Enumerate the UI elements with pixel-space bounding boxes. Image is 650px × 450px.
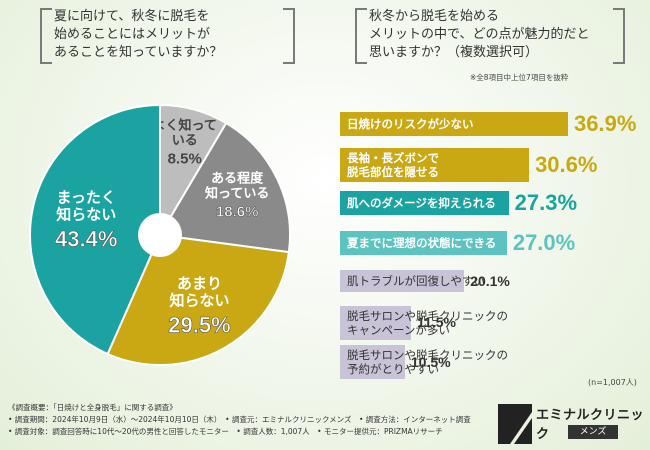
bar-category-label: 夏までに理想の状態にできる: [347, 235, 497, 250]
pie-slice-label: まったく知らない: [56, 188, 116, 223]
pie-slice-label: あまり知らない: [169, 274, 229, 309]
left-bracket: [40, 8, 52, 64]
bar-category-label: 肌トラブルが回復しやすい: [347, 274, 485, 288]
bar-category-label: 脱毛サロンや脱毛クリニックの 予約がとりやすい: [347, 348, 508, 376]
right-question-text: 秋冬から脱毛を始める メリットの中で、どの点が魅力的だと 思いますか？（複数選択…: [369, 9, 590, 60]
pie-center-hole: [138, 213, 182, 257]
bar-row: 夏までに理想の状態にできる 27.0%: [340, 229, 640, 255]
bar: [340, 345, 405, 379]
pie-slice-value: 43.4%: [55, 226, 117, 251]
brand-name: エミナルクリニック: [536, 408, 645, 442]
right-bracket: [283, 8, 295, 64]
pie-slice-value: 18.6%: [216, 203, 259, 220]
brand-sub: メンズ: [568, 425, 618, 439]
bar-value-label: 36.9%: [574, 111, 637, 137]
bar-row: 肌へのダメージを抑えられる 27.3%: [340, 190, 640, 216]
pie-slice-value: 29.5%: [168, 312, 230, 337]
left-question-text: 夏に向けて、秋冬に脱毛を 始めることにはメリットが あることを知っていますか？: [54, 9, 223, 60]
bar-row: 脱毛サロンや脱毛クリニックの キャンペーンが多い 11.5%: [340, 305, 640, 340]
pie-slice: [106, 233, 290, 366]
sample-size: (n=1,007人): [588, 378, 637, 387]
bar-category-label: 長袖・長ズボンで 脱毛部位を隠せる: [347, 150, 439, 179]
bar: [340, 112, 568, 136]
bar-value-label: 11.5%: [417, 314, 456, 331]
pie-slice-label: よく知っている: [153, 118, 217, 149]
bar-category-label: 肌へのダメージを抑えられる: [347, 196, 496, 210]
bar-value-label: 30.6%: [535, 151, 598, 177]
pie-slice: [29, 103, 161, 356]
footer-survey-period: • 調査期間：2024年10月9日（水）〜2024年10月10日（木） • 調査…: [8, 415, 471, 424]
bar-row: 脱毛サロンや脱毛クリニックの 予約がとりやすい 10.5%: [340, 345, 640, 379]
footer-survey-target: • 調査対象：調査回答時に10代〜20代の男性と回答したモニター • 調査人数：…: [8, 427, 443, 436]
pie-slice: [158, 121, 291, 254]
bar-row: 日焼けのリスクが少ない 36.9%: [340, 111, 640, 137]
selection-note: ※全8項目中上位7項目を抜粋: [470, 73, 569, 82]
bar-row: 肌トラブルが回復しやすい 20.1%: [340, 270, 640, 292]
bar-value-label: 27.0%: [512, 229, 576, 255]
bar-category-label: 日焼けのリスクが少ない: [347, 117, 474, 131]
brand-mark-icon: [498, 404, 532, 444]
pie-slice-value: 8.5%: [168, 151, 202, 168]
footer-survey-title: 《調査概要：「日焼けと全身脱毛」に関する調査》: [8, 403, 177, 412]
right-bracket: [613, 8, 625, 64]
bar: [340, 191, 509, 215]
bar-category-label: 脱毛サロンや脱毛クリニックの キャンペーンが多い: [347, 308, 508, 337]
bar: [340, 230, 507, 255]
pie-chart: よく知っている 8.5%ある程度知っている 18.6% あまり知らない 29.5% まった…: [29, 103, 291, 366]
pie-slice-label: ある程度知っている: [205, 170, 269, 201]
bar-value-label: 20.1%: [470, 272, 510, 289]
bar-row: 長袖・長ズボンで 脱毛部位を隠せる 30.6%: [340, 147, 640, 182]
bar-value-label: 10.5%: [410, 353, 451, 370]
bar: [340, 270, 465, 292]
bar: [340, 147, 530, 182]
left-question: 夏に向けて、秋冬に脱毛を 始めることにはメリットが あることを知っていますか？: [40, 8, 295, 64]
bar: [340, 305, 412, 340]
right-question: 秋冬から脱毛を始める メリットの中で、どの点が魅力的だと 思いますか？（複数選択…: [355, 8, 625, 64]
bar-value-label: 27.3%: [514, 190, 578, 216]
brand-logo: エミナルクリニック メンズ: [498, 400, 646, 448]
left-bracket: [355, 8, 367, 64]
